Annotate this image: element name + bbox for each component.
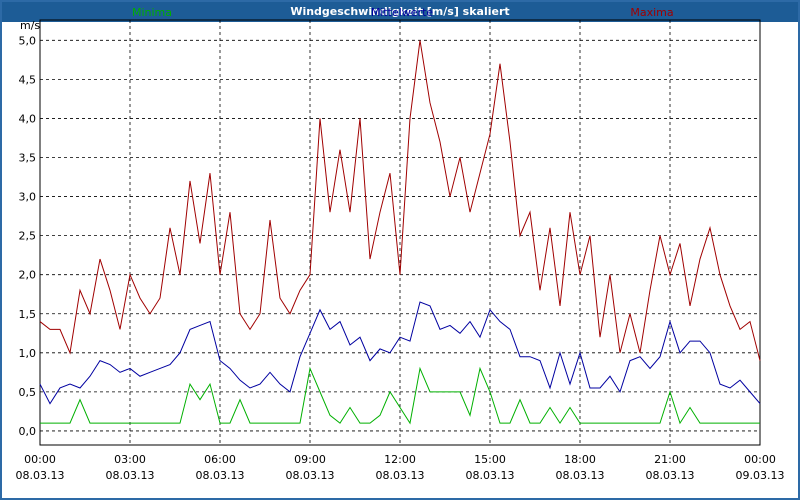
x-tick-date: 08.03.13 (196, 469, 245, 482)
legend-label: Mittelwerte (371, 6, 434, 19)
y-tick-label: 4,5 (19, 73, 37, 86)
x-tick-date: 08.03.13 (106, 469, 155, 482)
x-tick-label: 21:00 (654, 453, 686, 466)
legend-label: Maxima (630, 6, 673, 19)
y-tick-label: 1,5 (19, 308, 37, 321)
x-tick-label: 00:00 (744, 453, 776, 466)
x-tick-date: 08.03.13 (466, 469, 515, 482)
y-tick-label: 3,0 (19, 191, 37, 204)
legend-label: Minima (132, 6, 172, 19)
series-line (39, 301, 761, 405)
title-bar: Windgeschwindigkeit [m/s] skaliert (2, 2, 798, 22)
x-tick-date: 08.03.13 (376, 469, 425, 482)
y-tick-label: 0,0 (19, 425, 37, 438)
x-tick-date: 08.03.13 (646, 469, 695, 482)
y-axis-label: m/s (20, 19, 40, 32)
x-tick-label: 00:00 (24, 453, 56, 466)
x-tick-label: 12:00 (384, 453, 416, 466)
x-tick-label: 03:00 (114, 453, 146, 466)
series-line (40, 366, 760, 425)
x-tick-date: 09.03.13 (736, 469, 785, 482)
x-tick-label: 09:00 (294, 453, 326, 466)
y-tick-label: 4,0 (19, 112, 37, 125)
x-tick-label: 18:00 (564, 453, 596, 466)
y-tick-label: 5,0 (19, 34, 37, 47)
x-tick-label: 06:00 (204, 453, 236, 466)
x-tick-date: 08.03.13 (556, 469, 605, 482)
y-tick-label: 2,5 (19, 230, 37, 243)
y-tick-label: 3,5 (19, 152, 37, 165)
y-tick-label: 1,0 (19, 347, 37, 360)
x-tick-date: 08.03.13 (286, 469, 335, 482)
x-tick-date: 08.03.13 (16, 469, 65, 482)
series-line (39, 40, 761, 361)
y-tick-label: 2,0 (19, 269, 37, 282)
y-tick-label: 0,5 (19, 386, 37, 399)
x-tick-label: 15:00 (474, 453, 506, 466)
